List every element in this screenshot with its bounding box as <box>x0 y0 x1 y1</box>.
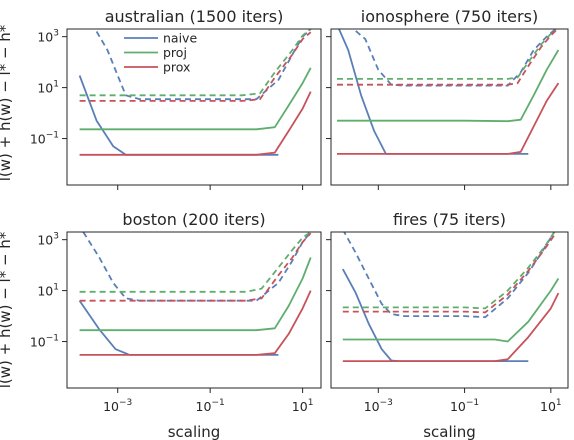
series-naive-dashed <box>82 232 312 302</box>
plot-frame <box>66 231 322 389</box>
series-proj-solid <box>337 49 560 123</box>
y-tick-label: 101 <box>37 80 59 96</box>
plot-frame <box>330 231 569 389</box>
x-axis-label: scaling <box>423 423 476 440</box>
legend-label-naive: naive <box>163 31 197 46</box>
x-tick-label: 101 <box>540 398 562 414</box>
plot-frame <box>330 28 569 186</box>
series-prox-solid <box>337 82 560 155</box>
x-tick-label: 101 <box>292 398 314 414</box>
series-proj-solid <box>79 257 312 332</box>
series-proj-dashed <box>79 29 312 97</box>
y-tick-label: 103 <box>37 29 59 45</box>
y-tick-label: 101 <box>37 283 59 299</box>
series-proj-dashed <box>79 232 312 293</box>
series-naive-dashed <box>343 232 556 319</box>
series-naive-solid <box>337 29 529 155</box>
series-prox-solid <box>79 91 312 156</box>
y-tick-label: 103 <box>37 232 59 248</box>
panel-title: fires (75 iters) <box>393 210 506 229</box>
series-prox-dashed <box>79 232 312 302</box>
x-tick-label: 10−1 <box>450 398 479 414</box>
y-axis-label-top: l(w) + h(w) − l* − h* <box>0 24 14 181</box>
series-naive-solid <box>78 75 279 156</box>
panel-title: ionosphere (750 iters) <box>361 7 538 26</box>
series-prox-solid <box>342 292 560 363</box>
plot-frame <box>66 28 322 186</box>
series-group <box>78 232 312 356</box>
y-tick-label: 10−1 <box>30 131 59 147</box>
legend-label-proj: proj <box>163 45 187 60</box>
series-proj-solid <box>342 278 560 343</box>
series-prox-dashed <box>337 29 559 86</box>
series-prox-solid <box>79 290 312 356</box>
legend-label-prox: prox <box>163 60 190 75</box>
chart-panel: ionosphere (750 iters) <box>326 7 569 190</box>
x-tick-label: 10−1 <box>196 398 225 414</box>
series-proj-dashed <box>342 232 556 310</box>
y-axis-label-bottom: l(w) + h(w) − l* − h* <box>0 231 14 388</box>
series-group <box>78 29 312 156</box>
series-naive-solid <box>78 300 279 356</box>
series-naive-dashed <box>95 29 312 101</box>
y-tick-label: 10−1 <box>30 334 59 350</box>
panel-title: australian (1500 iters) <box>105 7 284 26</box>
series-group <box>342 232 560 363</box>
series-naive-dashed <box>352 29 557 87</box>
chart-panel: 10−3 10−1 101 fires (75 iters) scaling <box>326 210 569 440</box>
chart-panel: 10−3 10−1 101 10−1 101 103 boston (200 iters) s… <box>30 210 322 440</box>
series-proj-solid <box>79 67 312 131</box>
series-group <box>337 29 560 155</box>
series-proj-dashed <box>337 29 558 80</box>
series-prox-dashed <box>342 234 556 314</box>
panel-title: boston (200 iters) <box>122 210 265 229</box>
series-prox-dashed <box>79 31 312 102</box>
x-tick-label: 10−3 <box>103 398 132 414</box>
x-tick-label: 10−3 <box>364 398 393 414</box>
x-axis-label: scaling <box>168 423 221 440</box>
